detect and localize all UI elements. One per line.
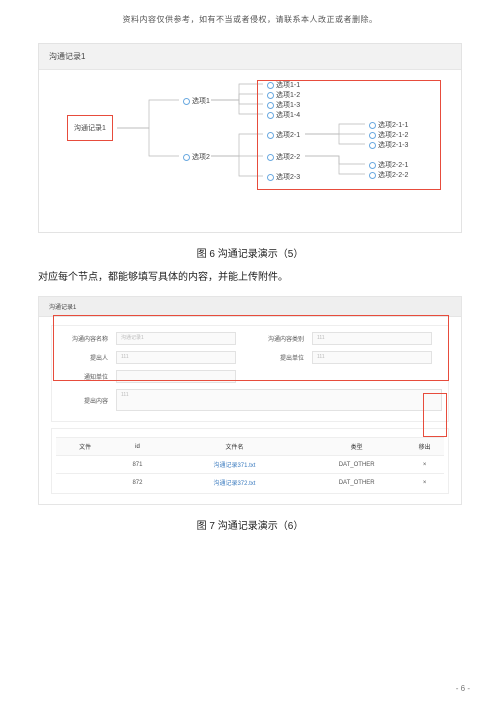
figure-6-caption: 图 6 沟通记录演示（5） bbox=[0, 245, 500, 260]
input-content[interactable]: 111 bbox=[116, 389, 442, 411]
file-link[interactable]: 沟通记录372.txt bbox=[161, 474, 308, 492]
tree-root[interactable]: 沟通记录1 bbox=[67, 115, 113, 141]
tree-node[interactable]: 选项1 bbox=[183, 96, 210, 106]
tree-node[interactable]: 选项1-1 bbox=[267, 80, 300, 90]
tree-node[interactable]: 选项2-1-3 bbox=[369, 140, 408, 150]
delete-icon[interactable]: × bbox=[405, 456, 444, 474]
tree-node[interactable]: 选项1-2 bbox=[267, 90, 300, 100]
tree-node[interactable]: 选项2-2 bbox=[267, 152, 300, 162]
highlight-box bbox=[423, 393, 447, 437]
delete-icon[interactable]: × bbox=[405, 474, 444, 492]
tree-node[interactable]: 选项2-3 bbox=[267, 172, 300, 182]
tree-node[interactable]: 选项2-1-1 bbox=[369, 120, 408, 130]
disclaimer-text: 资料内容仅供参考，如有不当或者侵权，请联系本人改正或者删除。 bbox=[0, 0, 500, 43]
col-file: 文件 bbox=[56, 438, 114, 456]
body-paragraph: 对应每个节点，都能够填写具体的内容，并能上传附件。 bbox=[38, 270, 462, 286]
page-number: - 6 - bbox=[456, 684, 470, 693]
figure-6-panel: 沟通记录1 bbox=[38, 43, 462, 233]
tree-node[interactable]: 选项2-1-2 bbox=[369, 130, 408, 140]
tree-node[interactable]: 选项1-3 bbox=[267, 100, 300, 110]
table-row: 872 沟通记录372.txt DAT_OTHER × bbox=[56, 474, 444, 492]
tree-body: 沟通记录1 选项1 选项2 选项1-1 选项1-2 选项1-3 选项1-4 选项… bbox=[39, 70, 461, 232]
figure-7-panel: 沟通记录1 沟通内容名称 沟通记录1 沟通内容类别 111 提出人 111 提出… bbox=[38, 296, 462, 505]
tree-panel-title: 沟通记录1 bbox=[39, 44, 461, 70]
highlight-box bbox=[53, 315, 449, 381]
label-content: 提出内容 bbox=[58, 396, 108, 405]
file-table: 文件 id 文件名 类型 移出 871 沟通记录371.txt DAT_OTHE… bbox=[56, 437, 444, 491]
figure-7-caption: 图 7 沟通记录演示（6） bbox=[0, 517, 500, 532]
tree-node[interactable]: 选项2-2-2 bbox=[369, 170, 408, 180]
tree-node[interactable]: 选项2 bbox=[183, 152, 210, 162]
col-fname: 文件名 bbox=[161, 438, 308, 456]
tree-node[interactable]: 选项2-1 bbox=[267, 130, 300, 140]
tree-node[interactable]: 选项1-4 bbox=[267, 110, 300, 120]
form-panel-title: 沟通记录1 bbox=[39, 297, 461, 317]
table-row: 871 沟通记录371.txt DAT_OTHER × bbox=[56, 456, 444, 474]
col-id: id bbox=[114, 438, 161, 456]
file-link[interactable]: 沟通记录371.txt bbox=[161, 456, 308, 474]
tree-node[interactable]: 选项2-2-1 bbox=[369, 160, 408, 170]
col-del: 移出 bbox=[405, 438, 444, 456]
col-ftype: 类型 bbox=[308, 438, 405, 456]
